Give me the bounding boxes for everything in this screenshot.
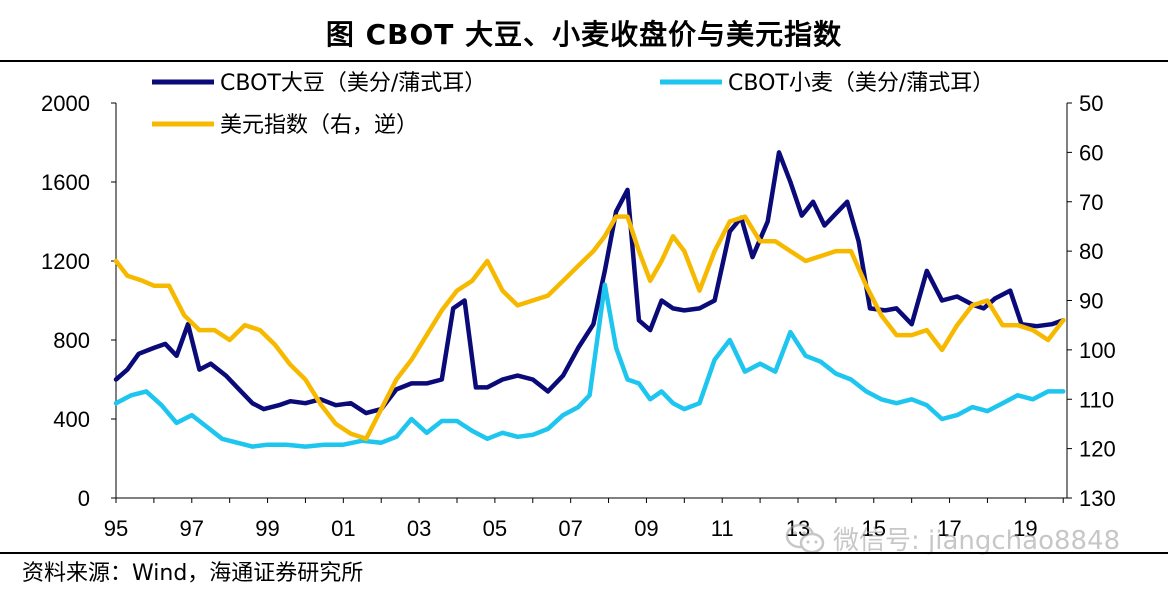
- x-tick-label: 09: [634, 516, 658, 541]
- x-tick-label: 19: [1013, 516, 1037, 541]
- right-tick-label: 130: [1079, 486, 1116, 511]
- x-tick-label: 07: [558, 516, 582, 541]
- right-tick-label: 70: [1079, 190, 1103, 215]
- x-tick-label: 17: [937, 516, 961, 541]
- legend-label: CBOT小麦（美分/蒲式耳）: [728, 71, 994, 96]
- legend-label: 美元指数（右，逆）: [220, 113, 418, 138]
- top-rule: [0, 60, 1168, 62]
- right-tick-label: 50: [1079, 91, 1103, 116]
- left-tick-label: 1200: [41, 249, 90, 274]
- left-tick-label: 0: [78, 486, 90, 511]
- x-tick-label: 99: [255, 516, 279, 541]
- watermark: 微信号: jiangchao8848: [785, 520, 1120, 557]
- legend-label: CBOT大豆（美分/蒲式耳）: [220, 71, 486, 96]
- x-tick-label: 05: [483, 516, 507, 541]
- x-tick-label: 15: [862, 516, 886, 541]
- x-tick-label: 95: [104, 516, 128, 541]
- chart-title: 图 CBOT 大豆、小麦收盘价与美元指数: [325, 18, 843, 51]
- chart-title-bar: 图 CBOT 大豆、小麦收盘价与美元指数: [0, 8, 1168, 58]
- left-tick-label: 1600: [41, 170, 90, 195]
- right-tick-label: 80: [1079, 239, 1103, 264]
- x-tick-label: 11: [711, 516, 734, 541]
- right-tick-label: 60: [1079, 140, 1103, 165]
- soybean-line: [113, 150, 1066, 416]
- left-tick-label: 2000: [41, 91, 90, 116]
- right-tick-label: 90: [1079, 289, 1103, 314]
- watermark-text: 微信号: jiangchao8848: [833, 526, 1121, 556]
- wheat-line: [113, 282, 1066, 449]
- right-tick-label: 120: [1079, 437, 1116, 462]
- left-tick-label: 400: [53, 407, 90, 432]
- wechat-icon: [785, 523, 825, 553]
- bottom-rule: [0, 552, 1168, 554]
- right-tick-label: 100: [1079, 338, 1116, 363]
- x-tick-label: 97: [180, 516, 204, 541]
- left-tick-label: 800: [53, 328, 90, 353]
- usd-index-line: [113, 214, 1066, 442]
- right-tick-label: 110: [1079, 387, 1114, 412]
- source-note: 资料来源：Wind，海通证券研究所: [22, 561, 364, 586]
- x-tick-label: 03: [407, 516, 431, 541]
- x-tick-label: 01: [331, 516, 355, 541]
